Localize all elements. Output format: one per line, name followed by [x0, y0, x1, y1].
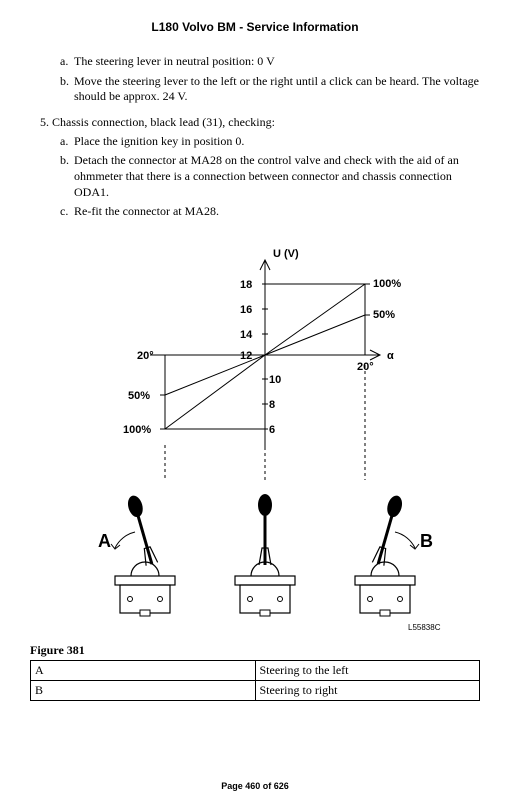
page-number: Page 460 of 626 [30, 781, 480, 791]
step-a-text: The steering lever in neutral position: … [74, 54, 275, 70]
table-row: A Steering to the left [31, 660, 480, 680]
val-A: Steering to the left [255, 660, 480, 680]
svg-text:100%: 100% [373, 278, 401, 290]
svg-text:14: 14 [240, 329, 253, 341]
procedure-block-2: a. Place the ignition key in position 0.… [60, 134, 480, 220]
svg-text:16: 16 [240, 304, 252, 316]
figure-code: L55838C [408, 623, 441, 632]
svg-text:8: 8 [269, 399, 275, 411]
axis-label: U (V) [273, 248, 299, 260]
svg-text:12: 12 [240, 350, 252, 362]
svg-text:6: 6 [269, 424, 275, 436]
step-b: b. Move the steering lever to the left o… [60, 74, 480, 105]
svg-text:20°: 20° [137, 350, 154, 362]
key-A: A [31, 660, 256, 680]
svg-text:50%: 50% [128, 390, 150, 402]
step-5c: c. Re-fit the connector at MA28. [60, 204, 480, 220]
label-A: A [98, 531, 111, 551]
figure-caption: Figure 381 [30, 643, 480, 658]
figure-key-table: A Steering to the left B Steering to rig… [30, 660, 480, 701]
alpha-label: α [387, 350, 394, 362]
svg-text:10: 10 [269, 374, 281, 386]
figure-381-svg: U (V) α 18 16 14 12 10 8 6 100% 50 [65, 235, 445, 635]
step-5a: a. Place the ignition key in position 0. [60, 134, 480, 150]
svg-text:50%: 50% [373, 309, 395, 321]
label-B: B [420, 531, 433, 551]
val-B: Steering to right [255, 680, 480, 700]
page-title: L180 Volvo BM - Service Information [30, 20, 480, 34]
key-B: B [31, 680, 256, 700]
step-5-heading: 5. Chassis connection, black lead (31), … [40, 115, 480, 130]
table-row: B Steering to right [31, 680, 480, 700]
step-b-text: Move the steering lever to the left or t… [74, 74, 480, 105]
figure-381: U (V) α 18 16 14 12 10 8 6 100% 50 [30, 235, 480, 701]
procedure-block-1: a. The steering lever in neutral positio… [60, 54, 480, 105]
step-5b-text: Detach the connector at MA28 on the cont… [74, 153, 480, 200]
step-5b: b. Detach the connector at MA28 on the c… [60, 153, 480, 200]
step-5a-text: Place the ignition key in position 0. [74, 134, 244, 150]
step-a: a. The steering lever in neutral positio… [60, 54, 480, 70]
svg-text:18: 18 [240, 279, 252, 291]
step-5c-text: Re-fit the connector at MA28. [74, 204, 219, 220]
svg-text:100%: 100% [123, 424, 151, 436]
